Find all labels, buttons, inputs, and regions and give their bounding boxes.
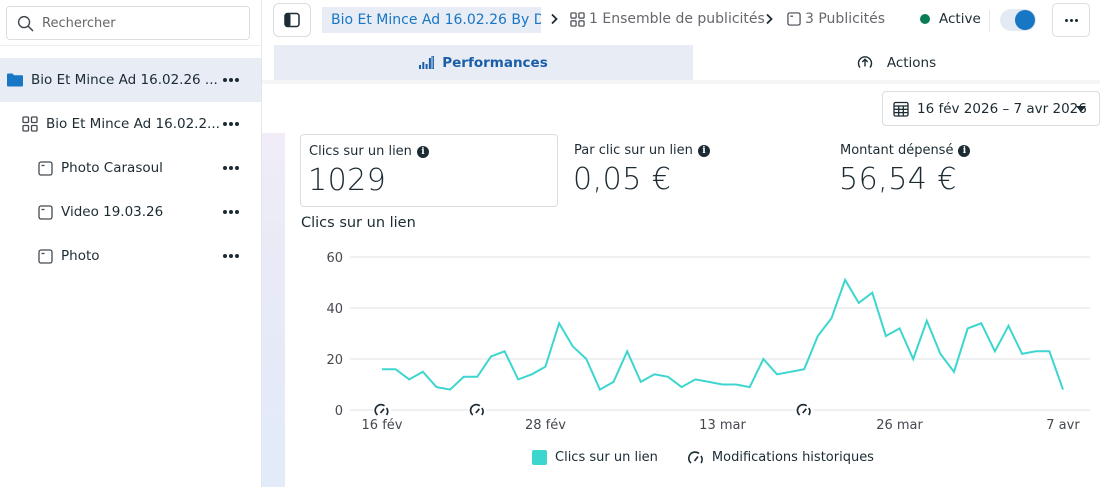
tab-label: Performances [442, 54, 548, 71]
divider [262, 80, 1100, 84]
ad-icon [37, 248, 53, 264]
sidebar-item-ad-photo[interactable]: Photo [0, 234, 261, 278]
sidebar-item-label: Video 19.03.26 [61, 204, 164, 220]
series-line-link-clicks[interactable] [382, 277, 1064, 392]
date-range-picker[interactable]: 16 fév 2026 – 7 avr 2026 [882, 91, 1100, 126]
kpi-link-clicks[interactable]: Clics sur un lien i 1029 [300, 134, 558, 207]
breadcrumb-adsets-label: 1 Ensemble de publicités [589, 11, 765, 27]
historical-change-marker-icon[interactable] [468, 403, 487, 417]
folder-icon [7, 72, 23, 88]
y-tick-label: 0 [335, 404, 343, 419]
sidebar-item-campaign[interactable]: Bio Et Mince Ad 16.02.26 ... [0, 58, 261, 102]
search-input[interactable] [42, 15, 232, 31]
x-tick-label: 26 mar [876, 418, 923, 433]
calendar-icon [893, 101, 909, 117]
kpi-value: 56,54 € [839, 162, 958, 197]
historical-change-marker-icon[interactable] [373, 403, 391, 417]
breadcrumb-ads[interactable]: 3 Publicités [787, 11, 885, 27]
status-dot-icon [920, 14, 930, 24]
sidebar-item-adset[interactable]: Bio Et Mince Ad 16.02.2... [0, 102, 261, 146]
legend-label: Clics sur un lien [555, 450, 658, 465]
legend-item-historical-changes[interactable]: Modifications historiques [687, 450, 874, 465]
breadcrumb-ads-label: 3 Publicités [805, 11, 886, 27]
divider [0, 45, 261, 46]
breadcrumb-campaign-label: Bio Et Mince Ad 16.02.26 By D [331, 12, 541, 28]
line-chart[interactable]: 0 20 40 60 16 fév 28 fév 13 mar 26 mar 7 avr [300, 240, 1100, 440]
tab-label: Actions [886, 54, 937, 71]
kpi-title: Montant dépensé [840, 143, 954, 158]
search-icon [17, 15, 34, 31]
more-options-icon[interactable] [221, 72, 241, 88]
kpi-value: 1029 [308, 163, 387, 198]
ad-icon [37, 160, 53, 176]
chart-title: Clics sur un lien [301, 215, 416, 231]
legend-label: Modifications historiques [711, 450, 874, 465]
tab-actions[interactable]: Actions [693, 45, 1100, 80]
info-icon[interactable]: i [697, 144, 710, 157]
grid-icon [570, 11, 585, 27]
more-actions-button[interactable] [1052, 3, 1090, 37]
historical-change-marker-icon[interactable] [795, 403, 814, 417]
grid-icon [22, 116, 38, 132]
kpi-title: Clics sur un lien [309, 144, 412, 159]
arrow-up-circle-icon [857, 55, 873, 68]
toggle-sidebar-button[interactable] [273, 3, 311, 37]
breadcrumb-campaign[interactable]: Bio Et Mince Ad 16.02.26 By D [322, 7, 541, 33]
chart-legend: Clics sur un lien Modifications historiq… [532, 450, 904, 465]
sidebar-item-label: Bio Et Mince Ad 16.02.26 ... [31, 72, 218, 88]
sidebar-item-label: Photo [61, 248, 100, 264]
info-icon[interactable]: i [416, 145, 429, 158]
kpi-cost-per-click[interactable]: Par clic sur un lien i 0,05 € [566, 134, 826, 207]
gauge-icon [687, 450, 703, 464]
sidebar-item-label: Photo Carasoul [61, 160, 163, 176]
legend-item-link-clicks[interactable]: Clics sur un lien [532, 450, 658, 465]
date-range-label: 16 fév 2026 – 7 avr 2026 [917, 100, 1087, 117]
ad-icon [37, 204, 53, 220]
y-tick-label: 20 [326, 353, 343, 368]
top-bar: Bio Et Mince Ad 16.02.26 By D 1 Ensemble… [262, 0, 1100, 44]
ad-icon [787, 12, 801, 26]
x-tick-label: 7 avr [1046, 418, 1080, 433]
x-tick-label: 13 mar [699, 418, 746, 433]
decorative-gradient [262, 133, 285, 487]
kpi-value: 0,05 € [573, 162, 672, 197]
kpi-title: Par clic sur un lien [574, 143, 693, 158]
more-options-icon[interactable] [221, 248, 241, 264]
info-icon[interactable]: i [958, 144, 971, 157]
caret-down-icon [1076, 106, 1086, 112]
kpi-amount-spent[interactable]: Montant dépensé i 56,54 € [832, 134, 1092, 207]
breadcrumb-adsets[interactable]: 1 Ensemble de publicités [570, 11, 765, 27]
x-tick-label: 16 fév [362, 418, 403, 433]
tab-bar: Performances Actions [262, 44, 1100, 80]
y-tick-label: 40 [326, 302, 343, 317]
chevron-right-icon [551, 13, 558, 25]
search-box[interactable] [6, 6, 250, 40]
sidebar-item-ad-photo-carasoul[interactable]: Photo Carasoul [0, 146, 261, 190]
toggle-knob [1015, 10, 1035, 30]
legend-swatch [532, 450, 547, 465]
more-options-icon[interactable] [221, 116, 241, 132]
y-tick-label: 60 [326, 251, 343, 266]
sidebar-item-label: Bio Et Mince Ad 16.02.2... [46, 116, 220, 132]
sidebar: Bio Et Mince Ad 16.02.26 ... Bio Et Minc… [0, 0, 262, 487]
more-options-icon[interactable] [221, 160, 241, 176]
sidebar-item-ad-video[interactable]: Video 19.03.26 [0, 190, 261, 234]
bar-chart-icon [419, 56, 435, 69]
side-panel-icon [284, 12, 300, 28]
status-badge: Active [920, 11, 981, 27]
chevron-right-icon [766, 13, 773, 25]
campaign-active-toggle[interactable] [1000, 9, 1036, 31]
tab-performances[interactable]: Performances [274, 45, 693, 80]
x-tick-label: 28 fév [525, 418, 566, 433]
more-options-icon[interactable] [221, 204, 241, 220]
more-options-icon [1064, 18, 1078, 22]
divider [989, 10, 990, 32]
status-label: Active [939, 11, 981, 27]
